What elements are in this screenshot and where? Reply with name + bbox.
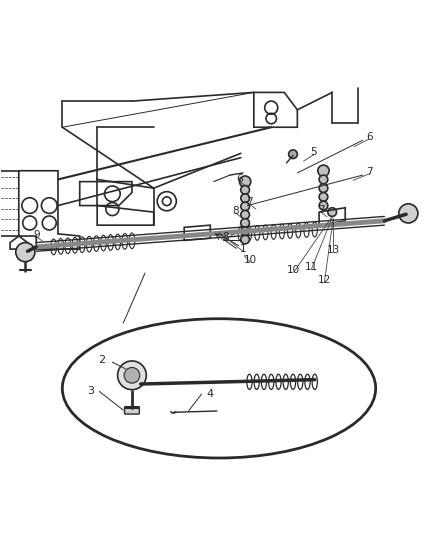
Circle shape	[117, 361, 146, 390]
Circle shape	[124, 367, 140, 383]
Circle shape	[328, 208, 336, 216]
Text: 12: 12	[318, 276, 331, 286]
Circle shape	[241, 227, 250, 236]
Circle shape	[241, 202, 250, 211]
Circle shape	[318, 165, 329, 176]
Text: 8: 8	[222, 232, 229, 242]
Circle shape	[241, 235, 250, 244]
Text: 13: 13	[326, 245, 339, 255]
Text: 6: 6	[237, 174, 243, 184]
Text: 4: 4	[207, 389, 214, 399]
Circle shape	[16, 243, 35, 262]
Text: 7: 7	[366, 167, 372, 176]
Circle shape	[399, 204, 418, 223]
Text: 10: 10	[244, 255, 257, 265]
Text: 7: 7	[246, 197, 253, 207]
Text: 2: 2	[98, 355, 105, 365]
Text: 11: 11	[305, 262, 318, 272]
Circle shape	[319, 175, 328, 184]
Text: 9: 9	[34, 230, 40, 240]
Text: 1: 1	[240, 244, 246, 254]
FancyBboxPatch shape	[124, 407, 139, 414]
Circle shape	[319, 192, 328, 201]
Text: 8: 8	[232, 206, 239, 216]
Circle shape	[241, 211, 250, 219]
Text: 7: 7	[318, 205, 325, 215]
Circle shape	[241, 185, 250, 194]
Text: 3: 3	[87, 386, 94, 397]
Text: 5: 5	[311, 148, 317, 157]
Circle shape	[241, 219, 250, 228]
Circle shape	[241, 194, 250, 203]
Circle shape	[289, 150, 297, 158]
Text: 10: 10	[287, 265, 300, 275]
Text: 6: 6	[366, 132, 372, 142]
Circle shape	[319, 184, 328, 192]
Circle shape	[240, 176, 251, 187]
Circle shape	[319, 201, 328, 210]
